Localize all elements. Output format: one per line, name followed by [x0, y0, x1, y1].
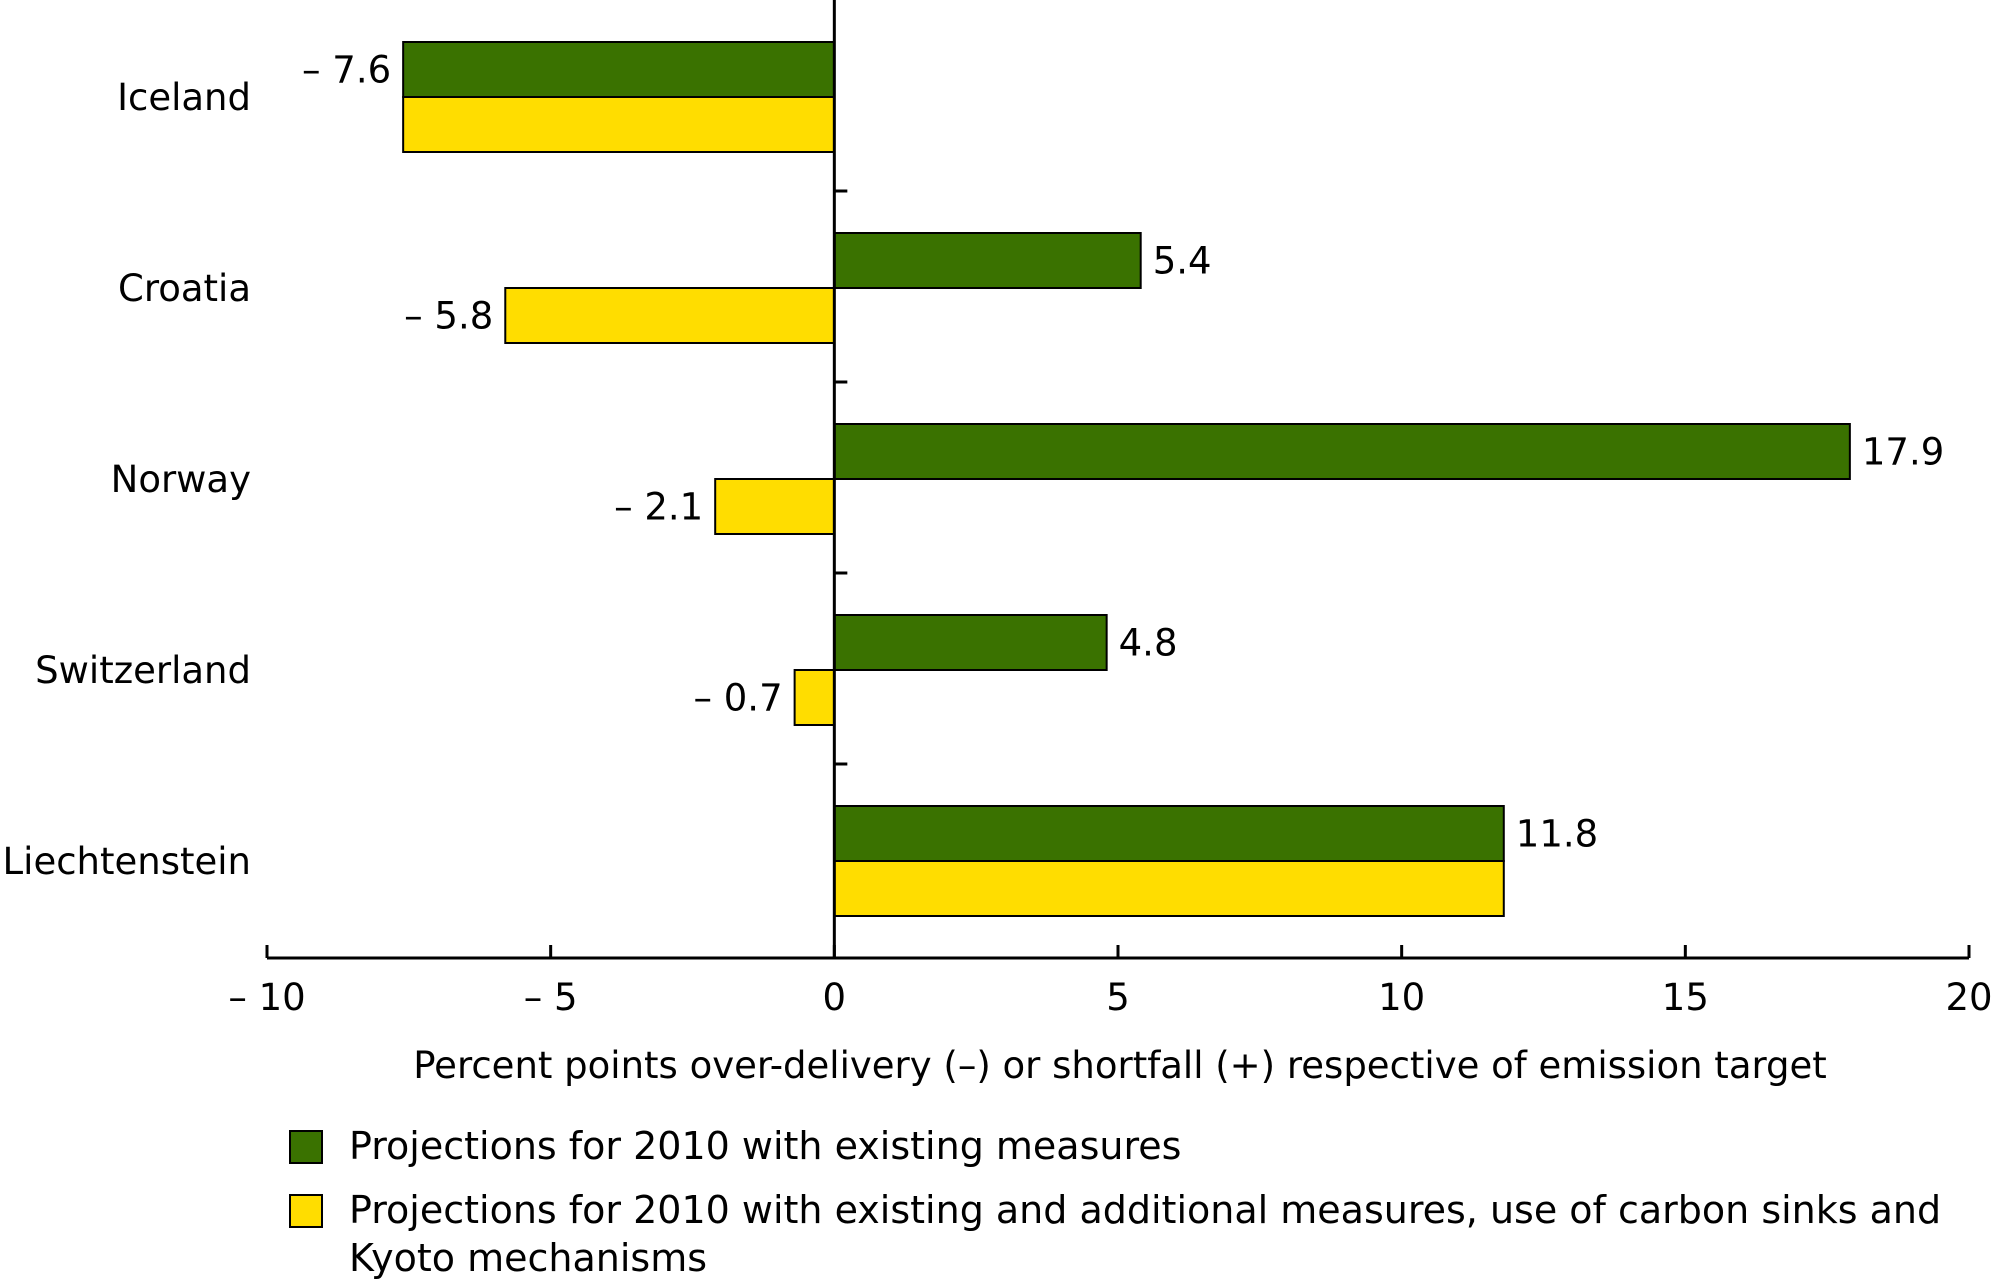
bar-iceland-series-1: [402, 41, 836, 98]
x-axis-title: Percent points over-delivery (–) or shor…: [413, 1044, 1827, 1087]
x-tick-label: 5: [1106, 976, 1130, 1019]
x-tick-label: 0: [823, 976, 847, 1019]
data-label-norway-series-1: 17.9: [1862, 431, 1944, 474]
legend: Projections for 2010 with existing measu…: [289, 1122, 1996, 1282]
bar-croatia-series-2: [504, 287, 836, 344]
labels-layer: – 7.6 Iceland 5.4 – 5.8 Croatia 17.9 – 2.1 Norw…: [3, 49, 1993, 1020]
bar-croatia-series-1: [833, 232, 1142, 289]
legend-item-additional-measures: Projections for 2010 with existing and a…: [289, 1186, 1996, 1282]
x-tick-label: 10: [1378, 976, 1425, 1019]
legend-item-existing-measures: Projections for 2010 with existing measu…: [289, 1122, 1996, 1170]
data-label-croatia-series-1: 5.4: [1153, 240, 1212, 283]
data-label-switzerland-series-1: 4.8: [1119, 622, 1178, 665]
legend-label-existing-measures: Projections for 2010 with existing measu…: [349, 1124, 1182, 1168]
bar-chart: – 7.6 Iceland 5.4 – 5.8 Croatia 17.9 – 2.1 Norw…: [3, 0, 1993, 1087]
bars-layer: [402, 41, 1851, 917]
bar-iceland-series-2: [402, 96, 836, 153]
x-tick-label: – 10: [228, 976, 305, 1019]
bar-norway-series-1: [833, 423, 1851, 480]
data-label-iceland-series-1: – 7.6: [302, 49, 391, 92]
x-tick-label: 15: [1662, 976, 1709, 1019]
category-label-liechtenstein: Liechtenstein: [3, 840, 251, 883]
data-label-norway-series-2: – 2.1: [614, 486, 703, 529]
bar-switzerland-series-1: [833, 614, 1108, 671]
bar-norway-series-2: [714, 478, 836, 535]
category-label-iceland: Iceland: [117, 76, 251, 119]
category-label-croatia: Croatia: [118, 267, 251, 310]
legend-label-additional-measures: Projections for 2010 with existing and a…: [349, 1188, 1942, 1280]
bar-switzerland-series-2: [793, 669, 836, 726]
legend-swatch-yellow: [289, 1194, 323, 1228]
axes-layer: [265, 0, 1971, 960]
x-tick-label: – 5: [524, 976, 578, 1019]
data-label-switzerland-series-2: – 0.7: [694, 677, 783, 720]
category-label-norway: Norway: [111, 458, 251, 501]
bar-liechtenstein-series-1: [833, 805, 1505, 862]
data-label-liechtenstein-series-1: 11.8: [1516, 813, 1598, 856]
x-tick-label: 20: [1945, 976, 1992, 1019]
category-label-switzerland: Switzerland: [35, 649, 251, 692]
legend-swatch-green: [289, 1130, 323, 1164]
data-label-croatia-series-2: – 5.8: [404, 295, 493, 338]
bar-liechtenstein-series-2: [833, 860, 1505, 917]
